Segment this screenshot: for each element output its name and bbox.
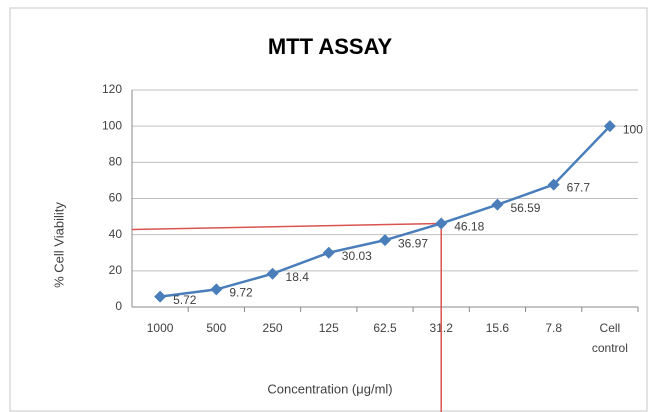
data-label: 36.97 bbox=[398, 236, 428, 250]
x-tick-label: 500 bbox=[206, 321, 226, 335]
x-tick-label: 125 bbox=[319, 321, 339, 335]
y-axis-label: % Cell Viability bbox=[51, 202, 66, 288]
data-label: 5.72 bbox=[173, 293, 197, 307]
data-point bbox=[603, 120, 616, 133]
x-tick-label: Cell control bbox=[592, 321, 628, 355]
x-tick-label: 62.5 bbox=[373, 321, 397, 335]
y-tick-label: 100 bbox=[102, 118, 122, 132]
data-label: 18.4 bbox=[286, 270, 310, 284]
data-point bbox=[547, 178, 560, 191]
data-label: 67.7 bbox=[567, 181, 591, 195]
y-tick-label: 60 bbox=[109, 191, 123, 205]
data-label: 9.72 bbox=[229, 286, 253, 300]
chart-border bbox=[9, 7, 648, 412]
data-point bbox=[266, 267, 279, 280]
data-label: 100 bbox=[623, 122, 643, 136]
y-tick-label: 0 bbox=[115, 299, 122, 313]
chart-title: MTT ASSAY bbox=[268, 34, 393, 59]
y-tick-label: 20 bbox=[109, 263, 123, 277]
x-tick-label: 15.6 bbox=[486, 321, 510, 335]
data-point bbox=[154, 290, 167, 303]
data-label: 56.59 bbox=[510, 201, 540, 215]
annotation-line bbox=[131, 222, 442, 231]
y-tick-label: 80 bbox=[109, 155, 123, 169]
data-point bbox=[322, 246, 335, 259]
x-axis-label: Concentration (μg/ml) bbox=[267, 381, 392, 396]
data-point bbox=[491, 198, 504, 211]
data-point bbox=[379, 234, 391, 247]
x-tick-label: 7.8 bbox=[545, 321, 562, 335]
y-tick-label: 120 bbox=[102, 82, 122, 96]
y-tick-label: 40 bbox=[109, 227, 123, 241]
data-label: 30.03 bbox=[342, 249, 372, 263]
x-tick-label: 1000 bbox=[147, 321, 174, 335]
data-point bbox=[210, 283, 223, 296]
x-tick-label: 250 bbox=[263, 321, 283, 335]
data-label: 46.18 bbox=[454, 220, 484, 234]
data-point bbox=[435, 217, 448, 230]
